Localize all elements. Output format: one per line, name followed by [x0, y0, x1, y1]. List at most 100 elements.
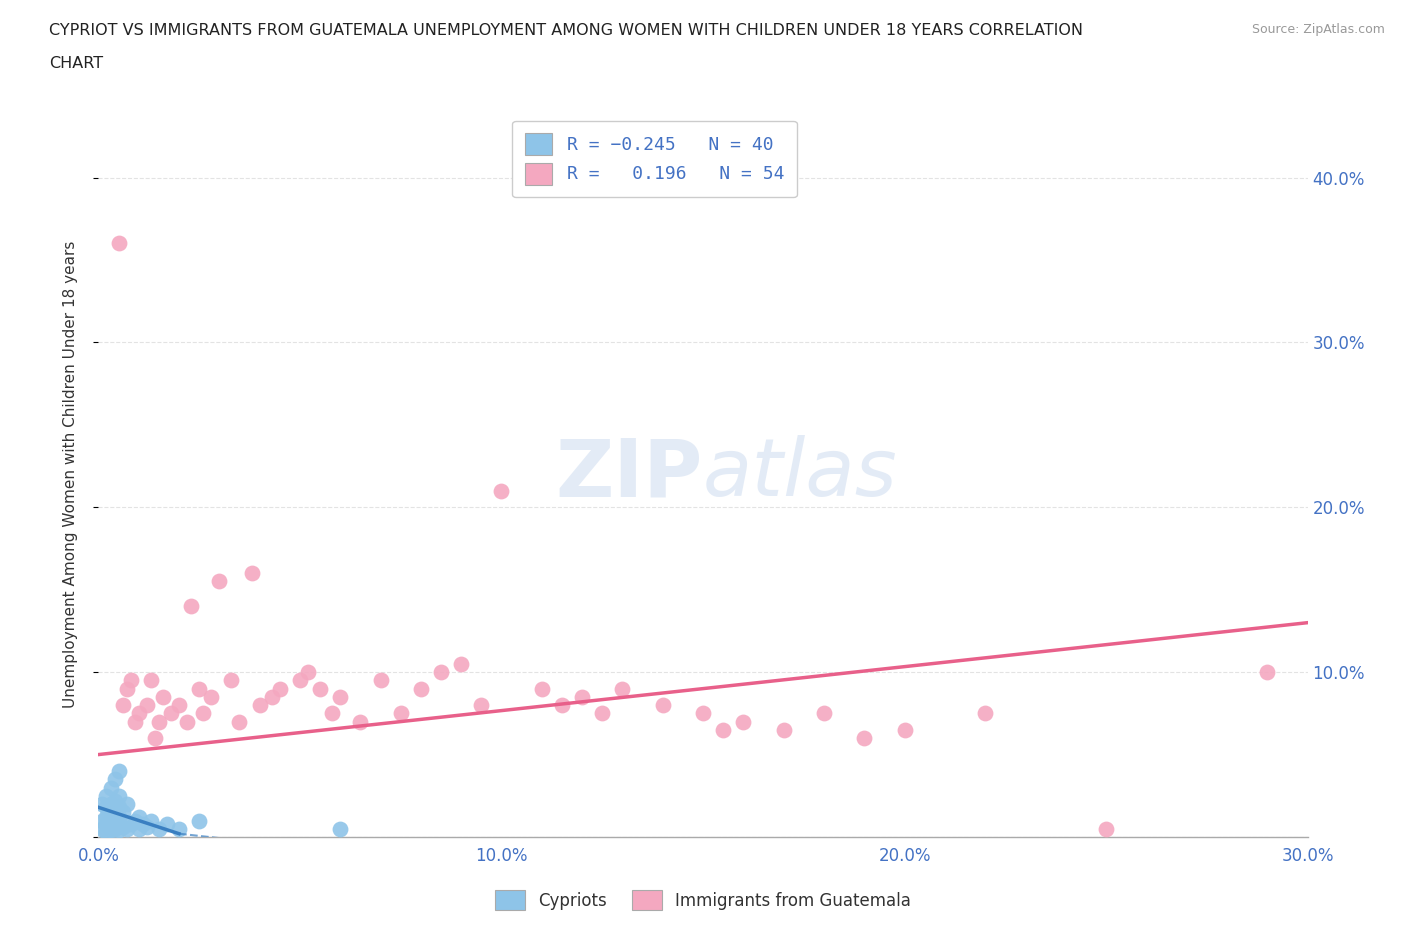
Point — [107, 236, 129, 251]
Point — [813, 706, 835, 721]
Point — [96, 789, 118, 804]
Point — [167, 821, 190, 836]
Point — [107, 800, 129, 815]
Point — [167, 698, 190, 712]
Point — [148, 821, 170, 836]
Point — [135, 698, 157, 712]
Point — [692, 706, 714, 721]
Point — [200, 689, 222, 704]
Point — [321, 706, 343, 721]
Point — [124, 714, 146, 729]
Point — [115, 797, 138, 812]
Point — [128, 706, 150, 721]
Point — [260, 689, 283, 704]
Point — [974, 706, 997, 721]
Point — [470, 698, 492, 712]
Point — [107, 764, 129, 778]
Point — [111, 819, 134, 834]
Point — [551, 698, 574, 712]
Point — [96, 800, 118, 815]
Point — [193, 706, 215, 721]
Point — [100, 780, 122, 795]
Point — [180, 599, 202, 614]
Point — [115, 681, 138, 696]
Point — [91, 797, 114, 812]
Point — [288, 673, 311, 688]
Point — [91, 821, 114, 836]
Point — [297, 665, 319, 680]
Point — [103, 772, 125, 787]
Point — [188, 681, 211, 696]
Text: Source: ZipAtlas.com: Source: ZipAtlas.com — [1251, 23, 1385, 36]
Point — [711, 723, 734, 737]
Point — [772, 723, 794, 737]
Point — [96, 810, 118, 825]
Point — [103, 813, 125, 828]
Point — [96, 825, 118, 840]
Point — [160, 706, 183, 721]
Text: ZIP: ZIP — [555, 435, 703, 513]
Point — [249, 698, 271, 712]
Point — [120, 817, 142, 831]
Point — [156, 817, 179, 831]
Point — [152, 689, 174, 704]
Point — [103, 821, 125, 836]
Point — [91, 813, 114, 828]
Point — [100, 815, 122, 830]
Point — [893, 723, 915, 737]
Point — [100, 823, 122, 838]
Point — [409, 681, 432, 696]
Text: CYPRIOT VS IMMIGRANTS FROM GUATEMALA UNEMPLOYMENT AMONG WOMEN WITH CHILDREN UNDE: CYPRIOT VS IMMIGRANTS FROM GUATEMALA UNE… — [49, 23, 1083, 38]
Point — [107, 810, 129, 825]
Point — [329, 689, 352, 704]
Point — [269, 681, 291, 696]
Point — [120, 673, 142, 688]
Point — [111, 698, 134, 712]
Point — [208, 574, 231, 589]
Point — [128, 810, 150, 825]
Y-axis label: Unemployment Among Women with Children Under 18 years: Unemployment Among Women with Children U… — [63, 241, 77, 708]
Text: atlas: atlas — [703, 435, 898, 513]
Point — [143, 731, 166, 746]
Point — [135, 819, 157, 834]
Point — [100, 804, 122, 819]
Point — [124, 813, 146, 828]
Point — [111, 804, 134, 819]
Point — [309, 681, 332, 696]
Point — [240, 565, 263, 580]
Point — [1095, 821, 1118, 836]
Point — [103, 804, 125, 819]
Point — [107, 817, 129, 831]
Text: CHART: CHART — [49, 56, 103, 71]
Point — [430, 665, 453, 680]
Legend: R = −0.245   N = 40, R =   0.196   N = 54: R = −0.245 N = 40, R = 0.196 N = 54 — [512, 121, 797, 197]
Point — [176, 714, 198, 729]
Legend: Cypriots, Immigrants from Guatemala: Cypriots, Immigrants from Guatemala — [488, 884, 918, 917]
Point — [389, 706, 412, 721]
Point — [349, 714, 371, 729]
Point — [329, 821, 352, 836]
Point — [107, 823, 129, 838]
Point — [148, 714, 170, 729]
Point — [103, 793, 125, 808]
Point — [530, 681, 553, 696]
Point — [591, 706, 613, 721]
Point — [139, 673, 162, 688]
Point — [100, 797, 122, 812]
Point — [188, 813, 211, 828]
Point — [107, 789, 129, 804]
Point — [128, 821, 150, 836]
Point — [370, 673, 392, 688]
Point — [733, 714, 755, 729]
Point — [132, 817, 155, 831]
Point — [853, 731, 876, 746]
Point — [491, 484, 513, 498]
Point — [115, 821, 138, 836]
Point — [651, 698, 673, 712]
Point — [450, 657, 472, 671]
Point — [1256, 665, 1278, 680]
Point — [571, 689, 593, 704]
Point — [139, 813, 162, 828]
Point — [612, 681, 634, 696]
Point — [228, 714, 250, 729]
